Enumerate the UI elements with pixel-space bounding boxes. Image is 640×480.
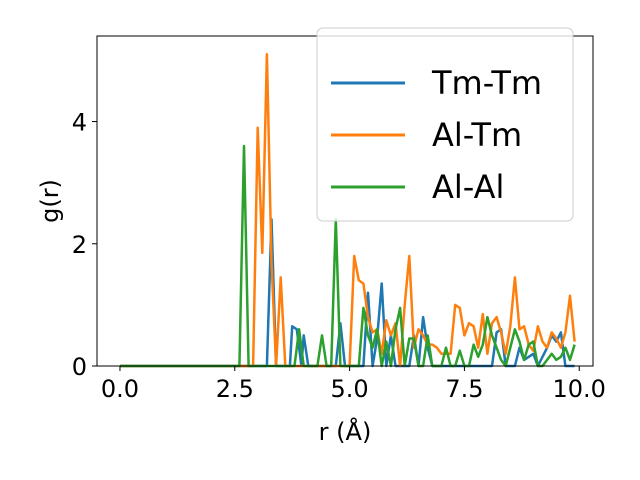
x-tick-label: 10.0: [553, 375, 606, 403]
legend-label-al-tm: Al-Tm: [432, 116, 522, 154]
x-axis: 0.0 2.5 5.0 7.5 10.0: [101, 366, 606, 403]
y-tick-label: 4: [72, 109, 87, 137]
y-tick-label: 2: [72, 231, 87, 259]
x-tick-label: 0.0: [101, 375, 139, 403]
x-axis-label: r (Å): [319, 417, 372, 446]
x-tick-label: 7.5: [445, 375, 483, 403]
legend-label-al-al: Al-Al: [432, 168, 504, 206]
y-tick-label: 0: [72, 353, 87, 381]
x-tick-label: 2.5: [216, 375, 254, 403]
legend: Tm-Tm Al-Tm Al-Al: [316, 27, 574, 222]
y-axis: 0 2 4: [72, 109, 97, 381]
legend-label-tm-tm: Tm-Tm: [431, 64, 542, 102]
series-line-al-tm: [120, 53, 576, 368]
legend-box: [316, 27, 574, 222]
y-axis-label: g(r): [36, 179, 64, 223]
x-tick-label: 5.0: [331, 375, 369, 403]
